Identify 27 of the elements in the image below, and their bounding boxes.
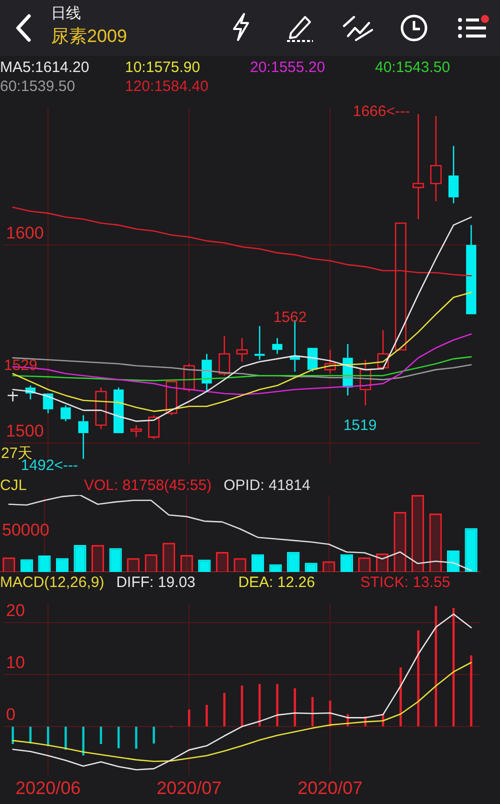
text: 40:1543.50	[375, 58, 452, 77]
y-tick-label: 0	[6, 705, 16, 724]
text: 120:1584.40	[125, 77, 210, 96]
text: MA5:1614.20	[0, 58, 90, 77]
x-tick-label: 2020/07	[156, 778, 222, 798]
x-tick-label: 2020/06	[16, 778, 81, 798]
text: 10:1575.90	[125, 58, 202, 77]
annotation: 1519	[343, 417, 377, 434]
text: 60:1539.50	[0, 77, 76, 96]
chart-title: CJL	[0, 476, 28, 494]
chart-title: MACD(12,26,9)	[0, 572, 106, 592]
text: DIFF: 19.03	[116, 572, 196, 592]
y-tick-label: 1500	[6, 422, 44, 441]
y-tick-label: 1600	[6, 224, 44, 243]
chart-subtitle: 日线	[51, 4, 82, 24]
text: DEA: 12.26	[238, 572, 316, 592]
annotation: 50000	[2, 520, 50, 540]
chart-title: 尿素2009	[51, 25, 128, 48]
y-tick-label: 20	[6, 601, 25, 620]
series-label: OPID: 41814	[224, 476, 312, 494]
series-label: STICK: 13.55	[360, 572, 452, 592]
text: VOL: 81758(45:55)	[84, 476, 213, 494]
text: 20:1555.20	[250, 58, 326, 77]
annotation: 1666<---	[352, 103, 410, 120]
x-tick-label: 2020/07	[298, 778, 363, 798]
annotation: 1562	[273, 309, 307, 326]
y-tick-label: 10	[6, 653, 25, 672]
